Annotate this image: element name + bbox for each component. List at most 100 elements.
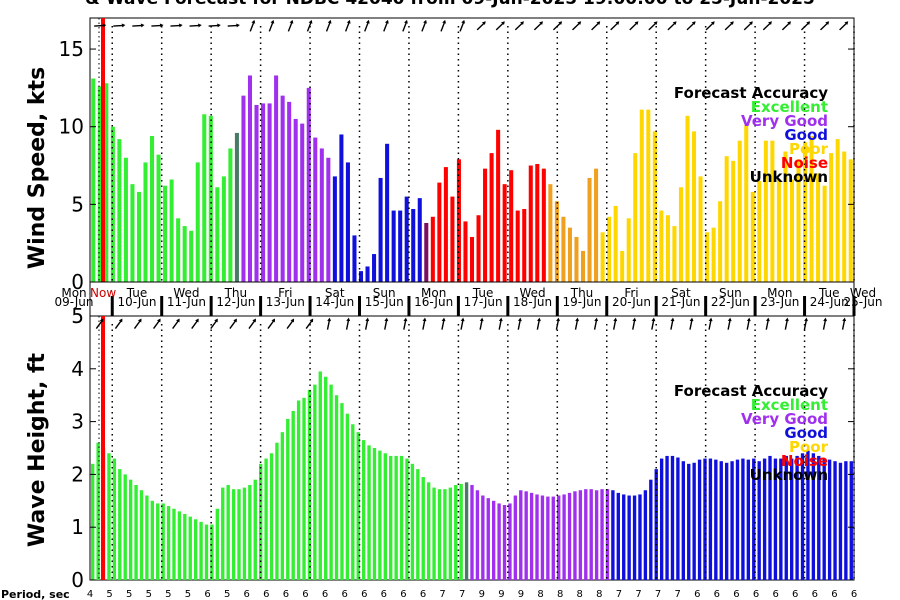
data-bar	[622, 494, 626, 580]
data-bar	[247, 75, 253, 283]
data-bar	[177, 511, 182, 580]
data-bar	[118, 469, 122, 580]
data-bar	[405, 458, 409, 580]
data-bar	[145, 495, 149, 580]
data-bar	[633, 153, 638, 282]
data-bar	[143, 162, 148, 282]
direction-arrow-icon	[670, 317, 675, 330]
data-bar	[519, 490, 523, 580]
day-date-label: 25-Jun	[843, 295, 882, 309]
data-bar	[378, 177, 383, 282]
period-value: 6	[733, 589, 739, 600]
day-date-label: 21-Jun	[661, 295, 700, 309]
data-bar	[724, 462, 729, 580]
data-bar	[574, 236, 579, 282]
data-bar	[91, 463, 95, 580]
direction-arrow-icon	[133, 318, 142, 329]
period-value: 6	[244, 589, 250, 600]
day-date-label: 16-Jun	[414, 295, 453, 309]
legend-entry: Very Good	[741, 410, 828, 428]
data-bar	[204, 524, 209, 580]
data-bar	[600, 489, 604, 580]
data-bar	[293, 118, 298, 282]
data-bar	[589, 489, 593, 580]
data-bar	[522, 209, 527, 282]
data-bar	[226, 484, 230, 580]
period-value: 6	[851, 589, 857, 600]
direction-arrow-icon	[268, 19, 275, 32]
day-date-label: 13-Jun	[266, 295, 305, 309]
data-bar	[833, 461, 837, 580]
direction-arrow-icon	[689, 317, 694, 330]
data-bar	[497, 503, 501, 580]
period-value: 6	[753, 589, 759, 600]
data-bar	[248, 484, 252, 580]
data-bar	[475, 490, 480, 580]
direction-arrow-icon	[498, 317, 503, 330]
day-name-label: Tue	[126, 286, 148, 300]
data-bar	[817, 455, 821, 580]
data-bar	[827, 459, 832, 580]
period-value: 8	[577, 589, 583, 600]
direction-arrow-icon	[440, 19, 446, 32]
data-bar	[267, 103, 272, 282]
direction-arrow-icon	[421, 19, 427, 32]
day-name-label: Fri	[624, 286, 638, 300]
direction-arrow-icon	[210, 318, 218, 329]
period-value: 5	[224, 589, 230, 600]
direction-arrow-icon	[841, 317, 847, 330]
data-bar	[208, 115, 213, 282]
direction-arrow-icon	[552, 21, 563, 31]
direction-arrow-icon	[476, 21, 486, 31]
data-bar	[456, 159, 461, 282]
data-bar	[665, 455, 669, 580]
data-bar	[844, 461, 848, 580]
direction-arrow-icon	[727, 317, 732, 330]
data-bar	[705, 232, 710, 282]
chart-title: & Wave Forecast for NDBC 42040 from 09-J…	[85, 0, 815, 9]
legend-entry: Unknown	[750, 168, 828, 186]
data-bar	[367, 445, 371, 580]
data-bar	[358, 271, 364, 282]
data-bar	[803, 142, 808, 282]
data-bar	[838, 462, 843, 580]
day-name-label: Thu	[224, 286, 248, 300]
direction-arrow-icon	[152, 318, 161, 329]
period-value: 5	[106, 589, 112, 600]
data-bar	[829, 153, 834, 282]
y-tick-label: 2	[71, 462, 84, 486]
data-bar	[183, 514, 187, 580]
data-bar	[779, 458, 783, 580]
data-bar	[691, 131, 697, 282]
data-bar	[443, 489, 447, 580]
legend-entry: Good	[784, 126, 828, 144]
direction-arrow-icon	[517, 317, 522, 330]
data-bar	[450, 196, 455, 282]
period-value: 6	[322, 589, 328, 600]
direction-arrow-icon	[113, 23, 126, 28]
period-value: 6	[400, 589, 406, 600]
data-bar	[210, 524, 214, 580]
data-bar	[744, 125, 749, 283]
data-bar	[848, 159, 853, 282]
data-bar	[416, 469, 420, 580]
data-bar	[611, 490, 615, 580]
data-bar	[469, 236, 475, 282]
data-bar	[670, 455, 675, 580]
data-bar	[795, 455, 799, 580]
data-bar	[562, 494, 566, 580]
data-bar	[535, 494, 539, 580]
data-bar	[421, 477, 425, 580]
data-bar	[112, 458, 117, 580]
data-bar	[202, 114, 207, 282]
direction-arrow-icon	[267, 318, 276, 329]
data-bar	[770, 140, 775, 282]
data-bar	[300, 123, 305, 282]
data-bar	[731, 160, 736, 282]
data-bar	[107, 453, 111, 580]
legend-title: Forecast Accuracy	[674, 382, 828, 400]
period-value: 6	[361, 589, 367, 600]
data-bar	[334, 395, 339, 580]
data-bar	[476, 215, 481, 282]
